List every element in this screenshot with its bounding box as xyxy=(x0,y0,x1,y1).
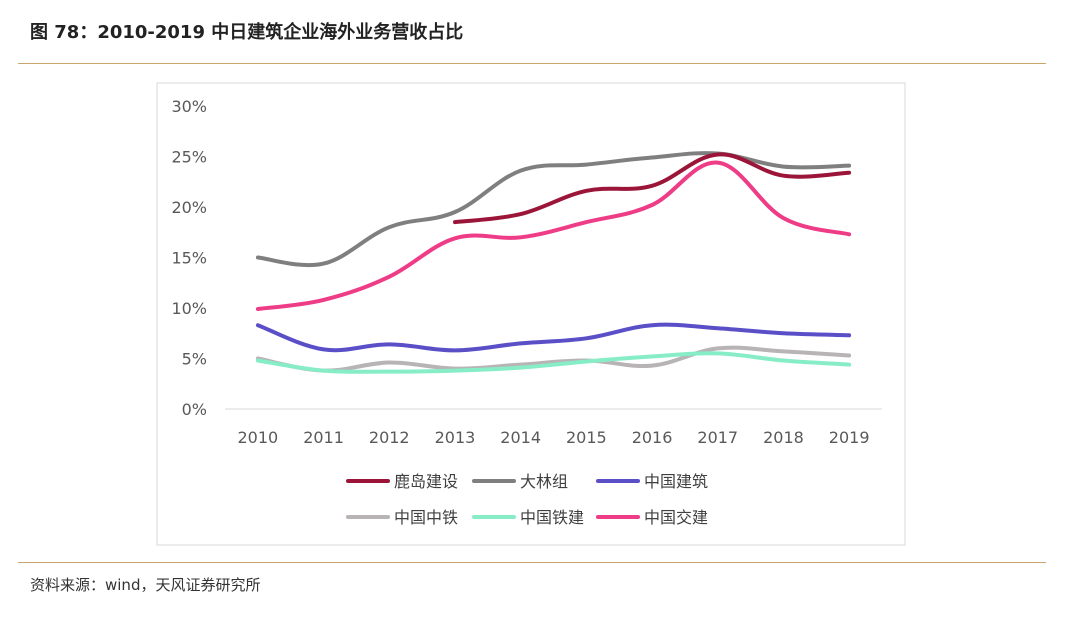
legend-label: 大林组 xyxy=(520,472,568,491)
series-line-5 xyxy=(255,351,852,374)
figure-title: 图 78：2010-2019 中日建筑企业海外业务营收占比 xyxy=(30,22,464,43)
y-tick-label: 5% xyxy=(182,350,207,369)
x-tick-label: 2015 xyxy=(566,428,607,447)
x-tick-label: 2012 xyxy=(369,428,410,447)
series-lines xyxy=(255,151,852,374)
x-tick-label: 2013 xyxy=(435,428,476,447)
legend-label: 鹿岛建设 xyxy=(394,472,458,491)
y-tick-label: 25% xyxy=(171,148,207,167)
y-tick-label: 20% xyxy=(171,198,207,217)
x-axis: 2010 2011 2012 2013 2014 2015 2016 2017 2018 2019 xyxy=(225,408,882,447)
x-tick-label: 2019 xyxy=(829,428,870,447)
y-tick-label: 30% xyxy=(171,97,207,116)
x-tick-label: 2011 xyxy=(303,428,344,447)
x-tick-label: 2014 xyxy=(500,428,541,447)
series-line-3 xyxy=(255,322,852,353)
top-divider xyxy=(18,63,1046,64)
legend-label: 中国交建 xyxy=(644,508,708,527)
y-axis: 0% 5% 10% 15% 20% 25% 30% xyxy=(171,97,207,419)
chart-frame xyxy=(156,82,906,546)
series-line-2 xyxy=(255,151,852,268)
y-tick-label: 0% xyxy=(182,400,207,419)
y-tick-label: 15% xyxy=(171,249,207,268)
x-tick-label: 2010 xyxy=(237,428,278,447)
source-note: 资料来源：wind，天风证券研究所 xyxy=(30,576,261,594)
x-tick-label: 2018 xyxy=(763,428,804,447)
legend-label: 中国中铁 xyxy=(394,508,458,527)
legend-label: 中国建筑 xyxy=(644,472,708,491)
bottom-divider xyxy=(18,562,1046,563)
x-tick-label: 2016 xyxy=(632,428,673,447)
series-line-6 xyxy=(255,160,852,311)
series-line-4 xyxy=(255,345,852,373)
legend-label: 中国铁建 xyxy=(520,508,584,527)
x-tick-label: 2017 xyxy=(697,428,738,447)
series-line-1 xyxy=(453,152,852,225)
y-tick-label: 10% xyxy=(171,299,207,318)
